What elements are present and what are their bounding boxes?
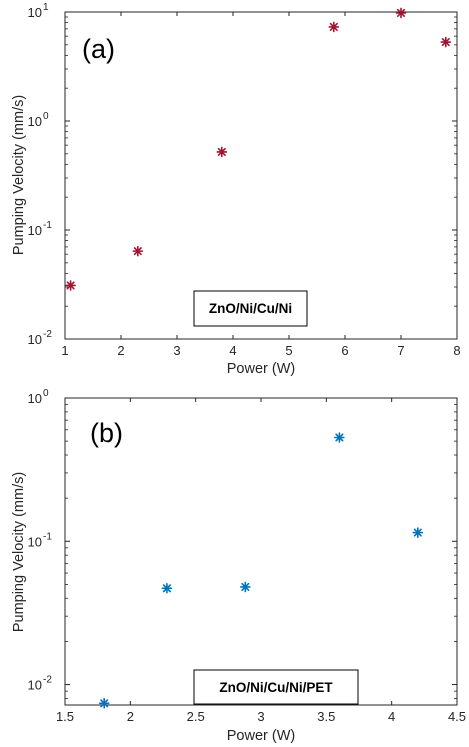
data-point [412, 527, 424, 538]
y-tick-base: 10 [28, 223, 42, 238]
panel-a-x-axis-label: Power (W) [227, 361, 295, 377]
panel-a-data-points [65, 7, 452, 291]
x-tick-label: 3 [257, 709, 264, 724]
x-tick-label: 3.5 [317, 709, 335, 724]
x-tick-label: 1 [61, 343, 68, 358]
data-point [328, 21, 340, 33]
y-tick-base: 10 [28, 391, 42, 406]
y-tick-exponent: -1 [43, 531, 52, 542]
data-point [216, 146, 228, 158]
panel-a-label: (a) [82, 34, 115, 64]
x-tick-label: 2.5 [187, 709, 205, 724]
x-tick-label: 6 [341, 343, 348, 358]
y-tick-base: 10 [28, 5, 42, 20]
data-point [334, 432, 345, 443]
y-tick-base: 10 [28, 332, 42, 347]
panel-b-plot-area [64, 397, 458, 706]
data-point [240, 581, 251, 593]
y-tick-label: 10 [28, 534, 42, 549]
y-tick-exponent: -2 [43, 675, 52, 686]
x-tick-label: 4 [388, 709, 395, 724]
panel-b-data-points [98, 432, 424, 709]
panel-a-y-axis-label: Pumping Velocity (mm/s) [11, 95, 27, 255]
x-tick-label: 7 [397, 343, 404, 358]
data-point [161, 582, 173, 594]
panel-b-annotation-box [193, 669, 359, 705]
panel-b-x-axis-label: Power (W) [227, 728, 295, 744]
y-tick-base: 10 [28, 114, 42, 129]
x-tick-label: 5 [285, 343, 292, 358]
y-tick-exponent: 0 [43, 388, 49, 399]
panel-b-y-axis-label: Pumping Velocity (mm/s) [11, 472, 27, 632]
y-tick-exponent: -2 [43, 329, 52, 340]
x-tick-label: 4 [229, 343, 236, 358]
panel-a-annotation-box [193, 290, 308, 327]
panel-a-annotation: ZnO/Ni/Cu/Ni [209, 301, 292, 316]
y-tick-label: 10 [28, 678, 42, 693]
x-tick-label: 1.5 [56, 709, 74, 724]
y-tick-exponent: 0 [43, 111, 49, 122]
y-tick-exponent: -1 [43, 220, 52, 231]
data-point [98, 697, 110, 709]
panel-b-label: (b) [90, 418, 123, 448]
y-tick-base: 10 [28, 534, 42, 549]
x-tick-label: 2 [117, 343, 124, 358]
data-point [65, 280, 76, 291]
data-point [132, 245, 144, 257]
y-tick-label: 10 [28, 223, 42, 238]
y-tick-exponent: 1 [43, 2, 49, 13]
y-tick-label: 10 [28, 114, 42, 129]
panel-a-plot-area [64, 11, 458, 340]
panel-b-annotation: ZnO/Ni/Cu/Ni/PET [219, 680, 333, 695]
y-tick-label: 10 [28, 5, 42, 20]
x-tick-label: 4.5 [448, 709, 466, 724]
panel-a-x-ticks: 1 2 3 4 5 6 7 8 [61, 12, 461, 358]
x-tick-label: 3 [173, 343, 180, 358]
y-tick-label: 10 [28, 332, 42, 347]
y-tick-base: 10 [28, 678, 42, 693]
data-point [395, 7, 407, 19]
x-tick-label: 2 [127, 709, 134, 724]
x-tick-label: 8 [453, 343, 460, 358]
y-tick-label: 10 [28, 391, 42, 406]
data-point [440, 36, 452, 48]
